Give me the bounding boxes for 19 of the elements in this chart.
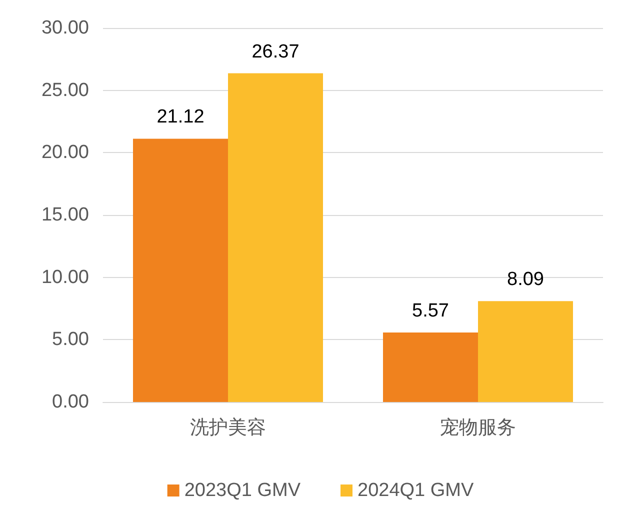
x-tick-label: 洗护美容 xyxy=(190,416,266,438)
bar xyxy=(383,332,478,402)
data-label: 5.57 xyxy=(412,300,449,322)
data-label: 21.12 xyxy=(156,106,204,128)
bar xyxy=(228,73,323,402)
y-tick-label: 20.00 xyxy=(41,142,89,164)
y-tick-label: 0.00 xyxy=(52,392,89,412)
data-label: 26.37 xyxy=(252,41,300,62)
y-tick-label: 30.00 xyxy=(41,18,89,38)
y-tick-label: 15.00 xyxy=(41,204,89,226)
y-tick-label: 5.00 xyxy=(52,329,89,350)
legend-label: 2024Q1 GMV xyxy=(358,480,474,501)
bar xyxy=(478,301,573,402)
legend-label: 2023Q1 GMV xyxy=(184,480,301,501)
y-tick-label: 25.00 xyxy=(41,80,89,101)
bar xyxy=(133,138,228,402)
y-tick-label: 10.00 xyxy=(41,266,89,288)
data-label: 8.09 xyxy=(507,269,544,290)
x-tick-label: 宠物服务 xyxy=(440,416,516,438)
